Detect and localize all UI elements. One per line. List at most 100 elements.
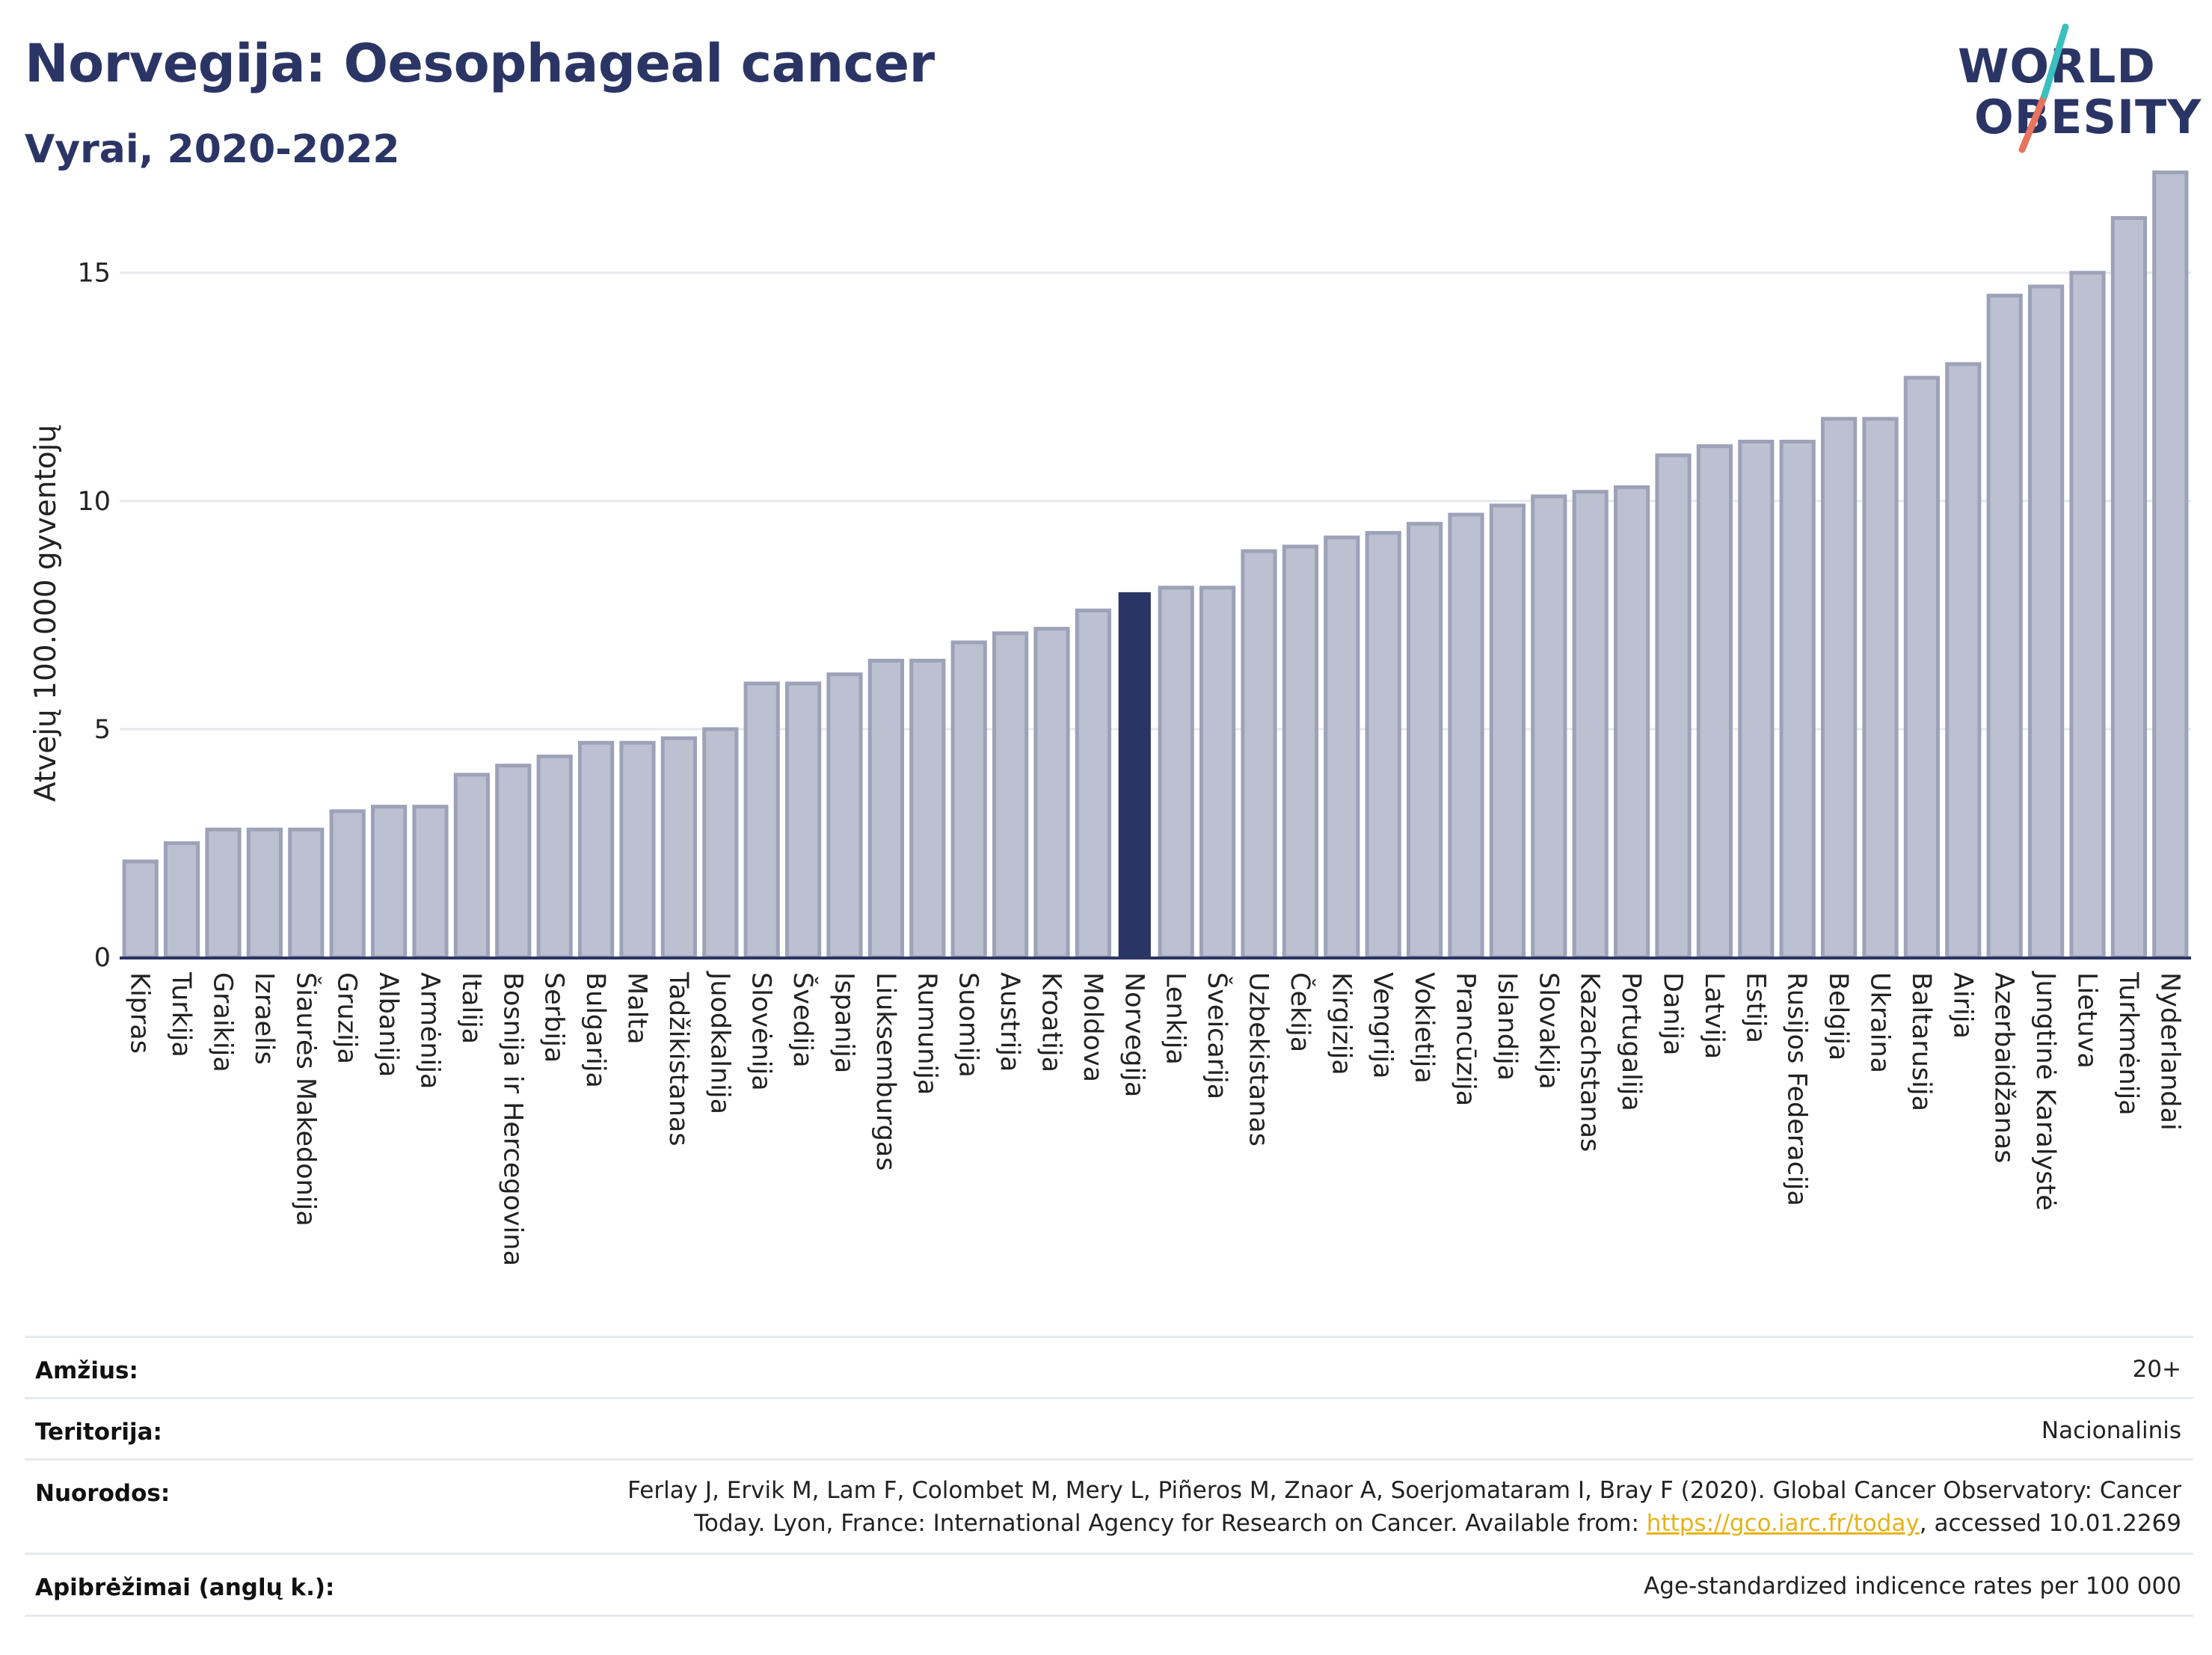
x-category-label: Vengrija [1368, 972, 1398, 1078]
x-category-label: Šiaurės Makedonija [290, 972, 322, 1226]
y-tick-label: 0 [94, 943, 111, 973]
info-row-references: Nuorodos: Ferlay J, Ervik M, Lam F, Colo… [25, 1458, 2193, 1553]
references-label: Nuorodos: [35, 1480, 170, 1507]
bar [1945, 362, 1982, 959]
x-category-label: Jungtinė Karalystė [2030, 971, 2060, 1211]
bar-chart: 0 5 10 15 Kipras Turkija Graikija Izraelis Šiau… [29, 171, 2191, 1266]
info-row-territory: Teritorija: Nacionalinis [25, 1397, 2193, 1459]
x-category-label: Vokietija [1409, 972, 1439, 1084]
x-category-label: Italija [456, 972, 486, 1044]
x-category-label: Lietuva [2072, 972, 2102, 1069]
x-category-label: Norvegija [1119, 972, 1149, 1097]
territory-label: Teritorija: [35, 1419, 162, 1446]
chart-subtitle: Vyrai, 2020-2022 [25, 127, 400, 172]
age-label: Amžius: [35, 1357, 138, 1384]
bar [163, 841, 200, 959]
references-line1: Ferlay J, Ervik M, Lam F, Colombet M, Me… [627, 1477, 2181, 1504]
bar-highlighted [1118, 592, 1151, 957]
logo-line2: OBESITY [1974, 90, 2202, 144]
bar [950, 640, 987, 959]
y-axis-ticks: 0 5 10 15 [77, 259, 111, 973]
bar [909, 658, 946, 959]
bar [1324, 535, 1360, 959]
bar [1903, 375, 1941, 959]
x-category-label: Rumunija [912, 972, 941, 1095]
x-category-label: Belgija [1823, 972, 1853, 1060]
x-category-label: Azerbaidžanas [1989, 972, 2019, 1164]
age-value: 20+ [2132, 1356, 2181, 1383]
bar [1241, 549, 1277, 959]
x-category-label: Ispanija [829, 972, 859, 1073]
x-category-label: Izraelis [249, 972, 279, 1065]
bar [577, 740, 615, 959]
bar [246, 827, 283, 959]
bar [1986, 293, 2023, 959]
bar [1406, 521, 1443, 959]
bar [784, 681, 822, 959]
bar [1655, 453, 1692, 959]
bar [1613, 485, 1650, 959]
references-line2-suffix: , accessed 10.01.2269 [1919, 1510, 2181, 1537]
references-line2: Today. Lyon, France: International Agenc… [312, 1507, 2181, 1540]
bar [122, 859, 159, 959]
x-category-label: Švedija [787, 972, 819, 1068]
x-category-label: Baltarusija [1906, 972, 1936, 1111]
x-category-label: Tadžikistanas [663, 971, 693, 1146]
territory-value: Nacionalinis [2041, 1417, 2181, 1444]
bar [1738, 440, 1775, 959]
bars [122, 171, 2189, 959]
x-category-label: Islandija [1492, 972, 1522, 1081]
y-axis-title: Atvejų 100.000 gyventojų [29, 425, 63, 802]
x-category-label: Malta [622, 972, 652, 1045]
x-category-label: Turkmėnija [2113, 971, 2143, 1116]
bar [826, 672, 863, 959]
x-category-label: Prancūzija [1451, 972, 1481, 1106]
x-category-label: Liuksemburgas [870, 972, 900, 1171]
x-axis-labels: Kipras Turkija Graikija Izraelis Šiaurės Mak… [125, 971, 2185, 1266]
references-link[interactable]: https://gco.iarc.fr/today [1646, 1510, 1920, 1537]
x-category-label: Danija [1658, 972, 1688, 1055]
x-category-label: Kipras [125, 972, 155, 1054]
x-category-label: Suomija [953, 972, 983, 1078]
x-category-label: Kroatija [1036, 972, 1066, 1072]
x-category-label: Bosnija ir Hercegovina [497, 972, 527, 1266]
bar [1572, 490, 1609, 959]
bar [1282, 544, 1319, 959]
x-category-label: Austrija [995, 972, 1024, 1072]
bar [412, 805, 449, 959]
x-category-label: Gruzija [332, 972, 362, 1064]
x-category-label: Šveicarija [1202, 972, 1233, 1099]
bar [992, 631, 1029, 959]
bar [1448, 512, 1484, 959]
x-category-label: Estija [1740, 972, 1770, 1043]
chart-title: Norvegija: Oesophageal cancer [25, 33, 935, 94]
x-category-label: Latvija [1699, 972, 1729, 1059]
x-category-label: Graikija [208, 972, 238, 1072]
x-category-label: Juodkalnija [704, 971, 734, 1114]
bar [1862, 417, 1899, 959]
x-category-label: Kazachstanas [1575, 972, 1605, 1152]
definitions-label: Apibrėžimai (anglų k.): [35, 1574, 335, 1601]
info-row-definitions: Apibrėžimai (anglų k.): Age-standardized… [25, 1553, 2193, 1617]
bar [495, 764, 532, 959]
bar [867, 658, 905, 959]
bar [702, 727, 739, 959]
x-category-label: Albanija [373, 972, 403, 1077]
y-tick-label: 5 [94, 715, 111, 745]
x-category-label: Nyderlandai [2154, 972, 2184, 1131]
x-category-label: Rusijos Federacija [1782, 972, 1812, 1206]
bar [288, 827, 325, 959]
bar [2027, 284, 2065, 959]
x-category-label: Ukraina [1865, 972, 1895, 1073]
x-category-label: Kirgizija [1326, 972, 1356, 1075]
x-category-label: Portugalija [1616, 972, 1646, 1111]
logo-slash-icon [2018, 23, 2069, 153]
y-tick-label: 15 [77, 259, 111, 289]
x-category-label: Armėnija [415, 972, 445, 1089]
bar [660, 736, 698, 959]
bar [205, 827, 242, 959]
x-category-label: Slovėnija [746, 972, 776, 1091]
bar [536, 755, 573, 959]
bar [2152, 171, 2189, 959]
bar [743, 681, 780, 959]
